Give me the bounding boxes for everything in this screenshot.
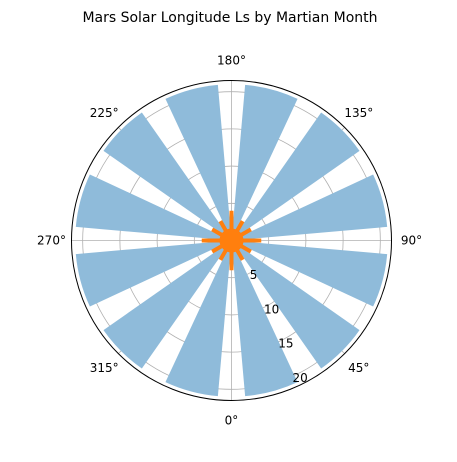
bar-wedge — [165, 240, 232, 397]
polar-frame — [71, 80, 392, 401]
bar-wedge — [231, 240, 298, 397]
chart-title: Mars Solar Longitude Ls by Martian Month — [82, 10, 377, 26]
r-tick-label: 5 — [250, 268, 258, 282]
r-tick-label: 20 — [292, 371, 307, 385]
center-marker — [219, 228, 244, 253]
theta-tick-label: 225° — [90, 106, 119, 120]
bar-wedge — [231, 174, 388, 241]
theta-tick-label: 0° — [225, 414, 239, 428]
bar-wedge — [103, 112, 232, 241]
bar-wedge — [231, 240, 388, 307]
bar-wedge — [231, 84, 298, 241]
theta-tick-label: 270° — [37, 234, 66, 248]
frame-layer — [71, 80, 392, 401]
bar-wedge — [75, 240, 232, 307]
stems-layer — [201, 210, 262, 271]
theta-tick-label: 90° — [401, 234, 422, 248]
theta-tick-label: 45° — [348, 361, 369, 375]
bar-wedge — [75, 174, 232, 241]
theta-tick-label: 315° — [90, 361, 119, 375]
r-tick-label: 15 — [278, 337, 293, 351]
bars-layer — [75, 84, 388, 397]
bar-wedge — [103, 240, 232, 369]
bar-wedge — [165, 84, 232, 241]
bar-wedge — [231, 112, 360, 241]
bar-wedge — [231, 240, 360, 369]
theta-tick-label: 180° — [217, 54, 246, 68]
theta-tick-label: 135° — [344, 106, 373, 120]
labels-layer: 0° 45° 90° 135° 180° 225° 270° 315° 5 10 15 20 — [37, 54, 422, 428]
r-tick-label: 10 — [264, 302, 279, 316]
